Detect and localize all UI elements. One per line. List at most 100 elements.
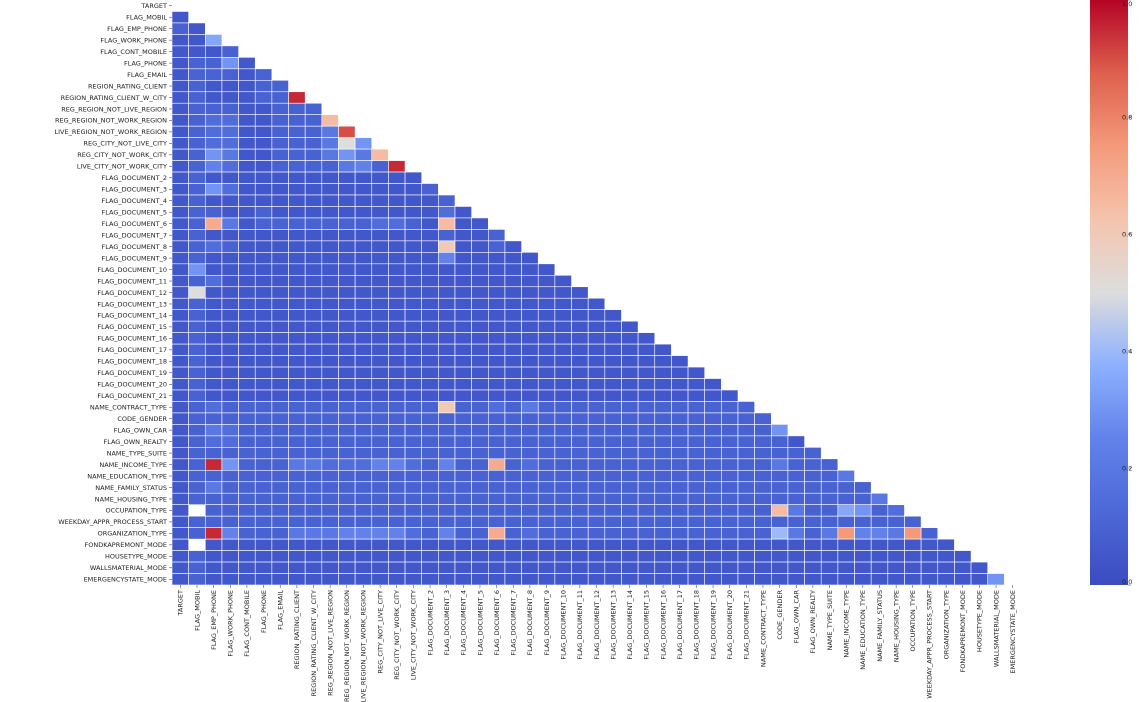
heatmap-cell — [171, 34, 189, 47]
y-tick-label: FLAG_DOCUMENT_19 — [97, 369, 167, 377]
heatmap-cell — [221, 206, 239, 219]
heatmap-cell — [354, 206, 373, 219]
heatmap-cell — [504, 366, 522, 379]
x-tick-label: FLAG_DOCUMENT_2 — [426, 590, 434, 655]
heatmap-cell — [454, 401, 472, 414]
heatmap-cell — [238, 561, 256, 574]
heatmap-cell — [754, 481, 772, 494]
heatmap-cell — [770, 515, 789, 528]
heatmap-cell — [887, 561, 905, 574]
heatmap-cell — [304, 343, 323, 356]
heatmap-cell — [304, 424, 323, 437]
heatmap-cell — [504, 332, 522, 345]
heatmap-cell — [188, 252, 206, 265]
heatmap-cell — [421, 240, 439, 253]
heatmap-cell — [171, 274, 189, 288]
heatmap-cell — [254, 469, 273, 483]
heatmap-cell — [188, 125, 206, 138]
heatmap-cell — [321, 137, 339, 150]
heatmap-cell — [554, 412, 572, 425]
y-tick-label: FLAG_DOCUMENT_2 — [102, 174, 167, 182]
heatmap-cell — [304, 171, 323, 184]
heatmap-cell — [271, 447, 289, 460]
heatmap-cell — [221, 309, 239, 322]
heatmap-cell — [438, 263, 456, 276]
heatmap-cell — [904, 527, 922, 540]
heatmap-cell — [671, 447, 689, 460]
heatmap-cell — [604, 561, 622, 574]
heatmap-cell — [487, 469, 506, 483]
heatmap-cell — [404, 194, 423, 207]
heatmap-cell — [571, 561, 589, 574]
heatmap-cell — [371, 527, 389, 540]
heatmap-cell — [271, 274, 289, 288]
heatmap-cell — [571, 424, 589, 437]
heatmap-cell — [204, 229, 223, 242]
heatmap-cell — [537, 389, 556, 402]
heatmap-cell — [338, 206, 356, 219]
heatmap-cell — [221, 274, 239, 288]
heatmap-cell — [321, 286, 339, 299]
heatmap-cell — [671, 458, 689, 471]
heatmap-cell — [504, 435, 522, 448]
heatmap-cell — [221, 550, 239, 563]
heatmap-cell — [404, 504, 423, 517]
y-tick-label: FLAG_PHONE — [124, 59, 167, 67]
heatmap-cell — [671, 527, 689, 540]
heatmap-cell — [288, 148, 306, 161]
heatmap-cell — [737, 550, 755, 563]
heatmap-cell — [687, 573, 706, 586]
heatmap-cell — [188, 389, 206, 402]
heatmap-cell — [338, 355, 356, 368]
heatmap-cell — [671, 504, 689, 517]
heatmap-cell — [671, 469, 689, 483]
heatmap-cell — [637, 355, 656, 368]
heatmap-cell — [421, 401, 439, 414]
heatmap-cell — [837, 481, 855, 494]
heatmap-cell — [204, 206, 223, 219]
heatmap-cell — [221, 57, 239, 70]
y-tick-label: LIVE_CITY_NOT_WORK_CITY — [77, 163, 167, 171]
heatmap-cell — [587, 458, 606, 471]
heatmap-cell — [354, 447, 373, 460]
heatmap-cell — [271, 515, 289, 528]
heatmap-cell — [288, 102, 306, 116]
heatmap-cell — [288, 435, 306, 448]
heatmap-cell — [254, 389, 273, 402]
heatmap-cell — [304, 206, 323, 219]
heatmap-cell — [604, 550, 622, 563]
heatmap-cell — [637, 469, 656, 483]
heatmap-cell — [687, 401, 706, 414]
heatmap-cell — [221, 355, 239, 368]
heatmap-cell — [204, 171, 223, 184]
heatmap-cell — [704, 469, 722, 483]
heatmap-cell — [304, 274, 323, 288]
heatmap-cell — [204, 332, 223, 345]
heatmap-cell — [421, 573, 439, 586]
heatmap-cell — [554, 389, 572, 402]
heatmap-cell — [837, 527, 855, 540]
heatmap-cell — [621, 550, 639, 563]
heatmap-cell — [704, 447, 722, 460]
heatmap-cell — [421, 286, 439, 299]
heatmap-cell — [288, 286, 306, 299]
heatmap-cell — [421, 274, 439, 288]
heatmap-cell — [537, 320, 556, 333]
heatmap-cell — [537, 469, 556, 483]
heatmap-cell — [321, 561, 339, 574]
heatmap-cell — [288, 332, 306, 345]
heatmap-cell — [321, 515, 339, 528]
heatmap-cell — [571, 492, 589, 506]
heatmap-cell — [770, 424, 789, 437]
x-tick-label: CODE_GENDER — [776, 590, 784, 640]
heatmap-cell — [171, 504, 189, 517]
y-tick-label: TARGET — [140, 2, 167, 10]
heatmap-cell — [188, 171, 206, 184]
heatmap-cell — [188, 343, 206, 356]
heatmap-cell — [604, 355, 622, 368]
y-tick-label: FLAG_DOCUMENT_15 — [97, 323, 167, 331]
heatmap-cell — [271, 527, 289, 540]
heatmap-cell — [704, 435, 722, 448]
heatmap-cell — [171, 194, 189, 207]
heatmap-cell — [171, 91, 189, 104]
